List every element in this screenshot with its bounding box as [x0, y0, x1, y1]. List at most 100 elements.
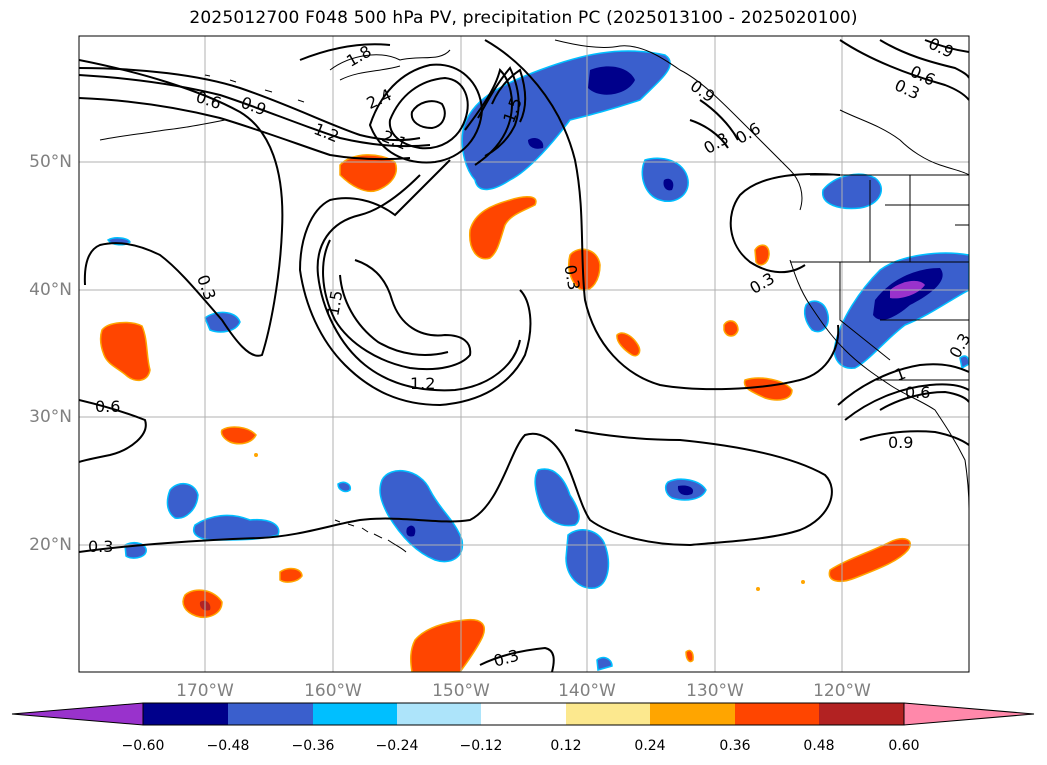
contour-12-trough — [316, 174, 521, 392]
precip-neg-small-2 — [596, 656, 613, 671]
contour-03-north — [79, 59, 284, 357]
lon-label-170w: 170°W — [176, 681, 234, 701]
precip-neg-gulf-alaska — [461, 50, 671, 191]
canada-inland — [839, 109, 969, 245]
colorbar-tick-label: 0.60 — [888, 738, 920, 754]
pv-contours — [79, 39, 969, 672]
coastlines — [99, 39, 969, 553]
contour-06-ne-corner — [879, 39, 969, 79]
contour-label: 0.3 — [193, 272, 220, 302]
colorbar-tick-label: −0.60 — [121, 738, 165, 754]
contour-18-ridge — [477, 66, 520, 157]
lat-label-40n: 40°N — [29, 280, 72, 300]
contour-label: 0.3 — [88, 537, 113, 556]
colorbar-extend-low — [11, 702, 144, 726]
contour-18-inner — [339, 274, 449, 356]
precip-neg-central-pac-core — [663, 178, 674, 191]
state-borders — [790, 175, 969, 381]
colorbar-tick-label: 0.36 — [719, 738, 751, 754]
precip-neg-small-1 — [337, 481, 352, 493]
precip-neg-small-3 — [959, 355, 969, 370]
contour-label: 1 — [892, 364, 908, 385]
precip-neg-west-2 — [193, 514, 280, 541]
colorbar-bin — [735, 703, 819, 725]
lat-label-20n: 20°N — [29, 535, 72, 555]
lat-label-50n: 50°N — [29, 152, 72, 172]
contour-label: 0.3 — [560, 263, 583, 291]
contour-06-north — [79, 97, 411, 161]
contour-label: 0.3 — [492, 646, 522, 671]
precip-pos-12 — [410, 618, 486, 672]
colorbar-bin — [481, 703, 566, 725]
contour-03-bc — [729, 173, 841, 274]
precip-neg-gulf-alaska-core2 — [528, 137, 544, 149]
colorbar — [11, 702, 1035, 726]
precip-pos-14 — [685, 649, 694, 663]
colorbar-tick-label: −0.12 — [459, 738, 503, 754]
contour-03-sw-bottom — [479, 646, 555, 672]
colorbar-tick-label: 0.48 — [803, 738, 835, 754]
contour-15-ridge — [464, 68, 513, 166]
precip-pos-6 — [723, 320, 739, 337]
precip-neg-hawaii-east-core — [406, 525, 416, 537]
colorbar-bin — [650, 703, 735, 725]
colorbar-bin — [566, 703, 650, 725]
precip-neg-oregon — [822, 173, 882, 210]
contour-15-inner — [322, 239, 472, 371]
aleutian-islands — [204, 74, 305, 103]
contour-03-alaska — [689, 99, 739, 149]
map-title: 2025012700 F048 500 hPa PV, precipitatio… — [189, 8, 858, 28]
contour-18-outer — [299, 43, 391, 61]
contour-label: 0.3 — [700, 129, 732, 158]
colorbar-tick-label: −0.36 — [291, 738, 335, 754]
precip-pos-5 — [754, 244, 770, 266]
contour-label: 0.6 — [732, 119, 764, 148]
contour-24-high — [388, 76, 469, 150]
precip-pos-13 — [828, 538, 911, 583]
contour-label: 1.2 — [410, 374, 435, 393]
contour-label: 0.6 — [905, 383, 930, 402]
contour-label: 0.9 — [687, 76, 719, 106]
lat-label-30n: 30°N — [29, 407, 72, 427]
contour-09-ne-corner — [924, 39, 969, 53]
precip-neg-subtrop-3-core — [677, 485, 694, 496]
colorbar-bin — [143, 703, 228, 725]
precip-neg-west-1 — [166, 483, 199, 519]
precip-pos-2 — [469, 195, 537, 260]
lon-label-130w: 130°W — [686, 681, 744, 701]
colorbar-tick-label: 0.24 — [634, 738, 666, 754]
colorbar-bin — [313, 703, 397, 725]
lon-label-160w: 160°W — [304, 681, 362, 701]
contour-label: 0.9 — [888, 433, 913, 452]
precip-pos-1 — [339, 154, 397, 192]
contour-21-ring — [368, 63, 484, 164]
contour-03-south — [79, 429, 833, 553]
precip-negative-shading — [106, 50, 969, 671]
precip-neg-offshore-ca — [803, 300, 829, 333]
contour-06-se — [844, 383, 969, 446]
colorbar-tick-label: −0.24 — [375, 738, 419, 754]
contour-03-ne-corner — [839, 39, 969, 101]
contour-03-central — [484, 39, 840, 391]
colorbar-tick-label: −0.48 — [206, 738, 250, 754]
colorbar-bin — [228, 703, 313, 725]
us-west-coast — [789, 259, 969, 511]
contour-09-north — [79, 74, 431, 148]
precip-pos-4 — [616, 332, 641, 357]
lon-label-120w: 120°W — [813, 681, 871, 701]
precip-pos-10 — [279, 567, 303, 583]
contour-label: 0.6 — [95, 397, 120, 416]
precip-pos-dot-2 — [756, 587, 760, 591]
graticule — [79, 36, 969, 672]
contour-label: 0.6 — [194, 87, 224, 113]
contour-21-ridge — [491, 68, 527, 123]
precip-pos-dot-1 — [254, 453, 258, 457]
colorbar-extend-high — [903, 702, 1035, 726]
colorbar-tick-label: 0.12 — [550, 738, 582, 754]
contour-09-se — [837, 363, 969, 406]
map-frame — [78, 35, 970, 673]
precip-pos-8 — [99, 321, 151, 382]
precip-pos-7 — [743, 377, 793, 401]
lon-label-140w: 140°W — [558, 681, 616, 701]
